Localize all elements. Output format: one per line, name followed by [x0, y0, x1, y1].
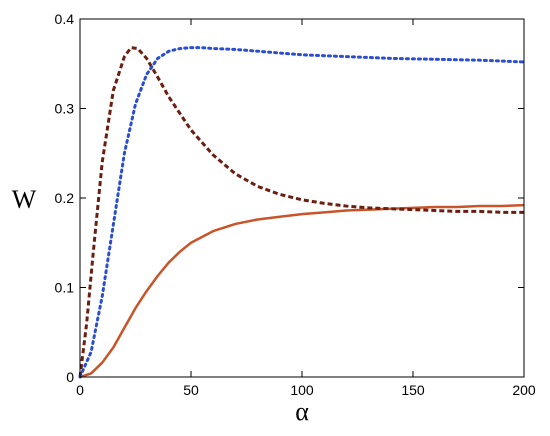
series-line-solid: [79, 203, 525, 379]
y-tick-label: 0.3: [55, 101, 75, 117]
y-tick-label: 0.1: [55, 280, 75, 296]
series-layer: [78, 46, 526, 379]
x-axis-title: α: [295, 397, 309, 426]
x-tick-label: 50: [183, 382, 199, 398]
y-tick-label: 0: [66, 369, 74, 385]
series-line-dashed: [78, 46, 524, 378]
x-tick-label: 200: [512, 382, 536, 398]
y-axis-title: W: [12, 185, 37, 214]
x-tick-label: 150: [401, 382, 425, 398]
x-tick-label: 100: [290, 382, 314, 398]
series-line-dotted: [78, 46, 526, 379]
x-tick-label: 0: [76, 382, 84, 398]
y-tick-label: 0.4: [55, 11, 75, 27]
y-tick-label: 0.2: [55, 190, 75, 206]
ticks-layer: 0 50 100 150 200 0 0.1 0.2 0.3 0.4: [55, 11, 536, 398]
